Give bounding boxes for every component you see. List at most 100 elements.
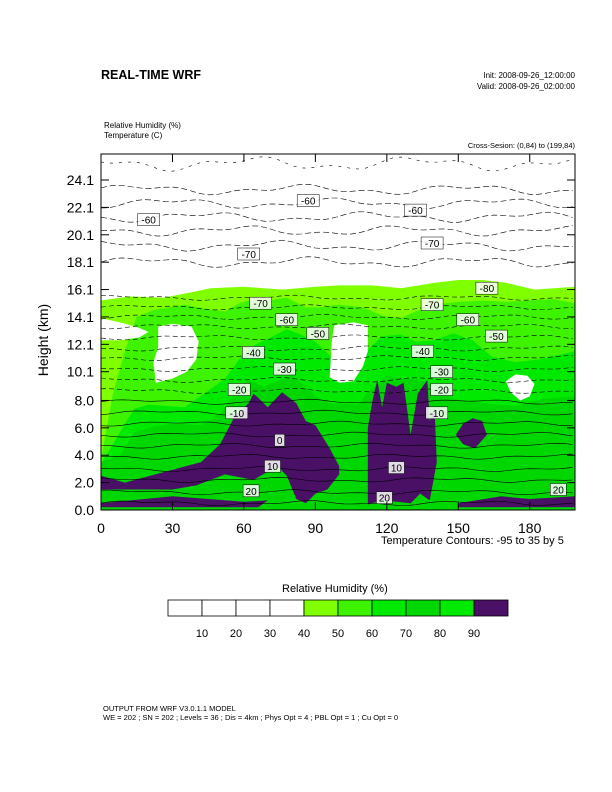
colorbar-title: Relative Humidity (%) bbox=[282, 583, 388, 595]
footer-config: WE = 202 ; SN = 202 ; Levels = 36 ; Dis … bbox=[103, 713, 399, 722]
colorbar-swatch bbox=[371, 599, 407, 617]
colorbar-swatch bbox=[439, 599, 475, 617]
temperature-contour bbox=[101, 477, 573, 483]
contour-label: -30 bbox=[277, 365, 292, 376]
contour-label-box bbox=[420, 298, 444, 311]
contour-label: -30 bbox=[434, 368, 449, 379]
rh-region-90 bbox=[101, 392, 340, 504]
field-label-temperature: Temperature (C) bbox=[104, 131, 163, 140]
colorbar-label: 70 bbox=[400, 628, 412, 640]
y-tick-label: 18.1 bbox=[67, 254, 94, 270]
contour-label-box bbox=[456, 313, 480, 326]
contour-label: -10 bbox=[230, 409, 245, 420]
colorbar-label: 80 bbox=[434, 628, 446, 640]
contour-label: -20 bbox=[232, 386, 247, 397]
contour-label: -80 bbox=[480, 284, 495, 295]
contour-label: -50 bbox=[489, 332, 504, 343]
contour-label-box bbox=[242, 484, 260, 498]
contour-label: -70 bbox=[241, 250, 256, 261]
contour-label-box bbox=[404, 203, 427, 217]
footer-model: OUTPUT FROM WRF V3.0.1.1 MODEL bbox=[103, 704, 236, 713]
colorbar-label: 30 bbox=[264, 628, 276, 640]
x-tick-label: 120 bbox=[375, 520, 399, 536]
y-tick-label: 16.1 bbox=[67, 282, 94, 298]
y-tick-label: 0.0 bbox=[75, 502, 95, 518]
contour-label-box bbox=[296, 194, 320, 207]
rh-region-90 bbox=[458, 496, 575, 508]
contour-label: -70 bbox=[253, 299, 268, 310]
x-tick-label: 180 bbox=[518, 520, 542, 536]
temperature-contour bbox=[101, 431, 573, 438]
y-tick-label: 6.0 bbox=[75, 420, 95, 436]
temperature-contour-upper bbox=[101, 225, 573, 237]
contour-label: -60 bbox=[301, 197, 316, 208]
y-axis-label: Height (km) bbox=[35, 304, 51, 376]
x-tick-label: 30 bbox=[165, 520, 181, 536]
colorbar-label: 90 bbox=[468, 628, 480, 640]
contour-label-box bbox=[237, 247, 260, 261]
temperature-contour-upper bbox=[101, 211, 573, 223]
x-tick-label: 90 bbox=[308, 520, 324, 536]
contour-label-box bbox=[430, 365, 453, 378]
rh-region-90 bbox=[367, 379, 437, 505]
field-label-rh: Relative Humidity (%) bbox=[104, 121, 181, 130]
temperature-contour bbox=[101, 345, 573, 352]
rh-region-90 bbox=[455, 418, 487, 449]
contour-label-box bbox=[485, 329, 508, 343]
colorbar: 10 20 30 40 50 60 70 80 90 bbox=[167, 599, 509, 640]
contour-label-box bbox=[273, 362, 296, 376]
contour-label-box bbox=[430, 383, 453, 396]
temperature-contour bbox=[101, 323, 573, 330]
contour-label-box bbox=[411, 344, 434, 358]
contour-label: -60 bbox=[280, 316, 295, 327]
x-tick-label: 150 bbox=[447, 520, 471, 536]
temperature-contour bbox=[101, 304, 573, 311]
temperature-contour-upper bbox=[101, 240, 573, 252]
contour-label-layer: -60-60-60-70-70-80-70 -70-60 -60-50 -50-40-… bbox=[137, 194, 567, 505]
colorbar-swatch bbox=[337, 599, 373, 617]
contour-label-box bbox=[388, 461, 405, 474]
contour-label-box bbox=[242, 346, 265, 359]
contour-label: -70 bbox=[425, 301, 440, 312]
x-tick-label: 60 bbox=[236, 520, 252, 536]
temperature-contour bbox=[101, 409, 573, 416]
x-tick-label: 0 bbox=[97, 520, 105, 536]
contour-label: -40 bbox=[246, 349, 261, 360]
y-tick-label: 14.1 bbox=[67, 309, 94, 325]
temperature-contour bbox=[101, 294, 573, 301]
contour-label-box bbox=[475, 281, 499, 295]
contour-label: -50 bbox=[311, 329, 326, 340]
rh-region-10 bbox=[101, 318, 149, 341]
temperature-contour bbox=[101, 377, 573, 383]
contour-label-box bbox=[275, 313, 299, 326]
contour-label-box bbox=[274, 433, 285, 447]
temperature-contour-upper bbox=[101, 184, 573, 196]
colorbar-label: 40 bbox=[298, 628, 310, 640]
colorbar-label: 50 bbox=[332, 628, 344, 640]
contour-label: 20 bbox=[379, 494, 391, 505]
colorbar-swatch bbox=[269, 599, 305, 617]
rh-fill-layer bbox=[101, 154, 575, 510]
contour-label: 10 bbox=[267, 462, 279, 473]
contour-label-box bbox=[376, 491, 393, 504]
rh-region-10 bbox=[329, 322, 368, 383]
contour-label: -40 bbox=[415, 347, 430, 358]
contour-label-box bbox=[137, 213, 160, 226]
contour-note: Temperature Contours: -95 to 35 by 5 bbox=[381, 535, 564, 547]
temperature-contour bbox=[101, 466, 573, 472]
temperature-contour bbox=[101, 420, 573, 427]
colorbar-label: 10 bbox=[196, 628, 208, 640]
contour-label: -60 bbox=[141, 216, 156, 227]
y-tick-label: 2.0 bbox=[75, 475, 95, 491]
contour-label-box bbox=[227, 383, 251, 396]
colorbar-swatch bbox=[303, 599, 339, 617]
contour-label-box bbox=[550, 483, 567, 496]
y-tick-label: 20.1 bbox=[67, 227, 94, 243]
contour-label: 20 bbox=[246, 487, 258, 498]
colorbar-label: 60 bbox=[366, 628, 378, 640]
colorbar-label: 20 bbox=[230, 628, 242, 640]
contour-label-box bbox=[264, 459, 281, 473]
contour-label-box bbox=[225, 406, 249, 420]
y-tick-label: 10.1 bbox=[67, 364, 94, 380]
